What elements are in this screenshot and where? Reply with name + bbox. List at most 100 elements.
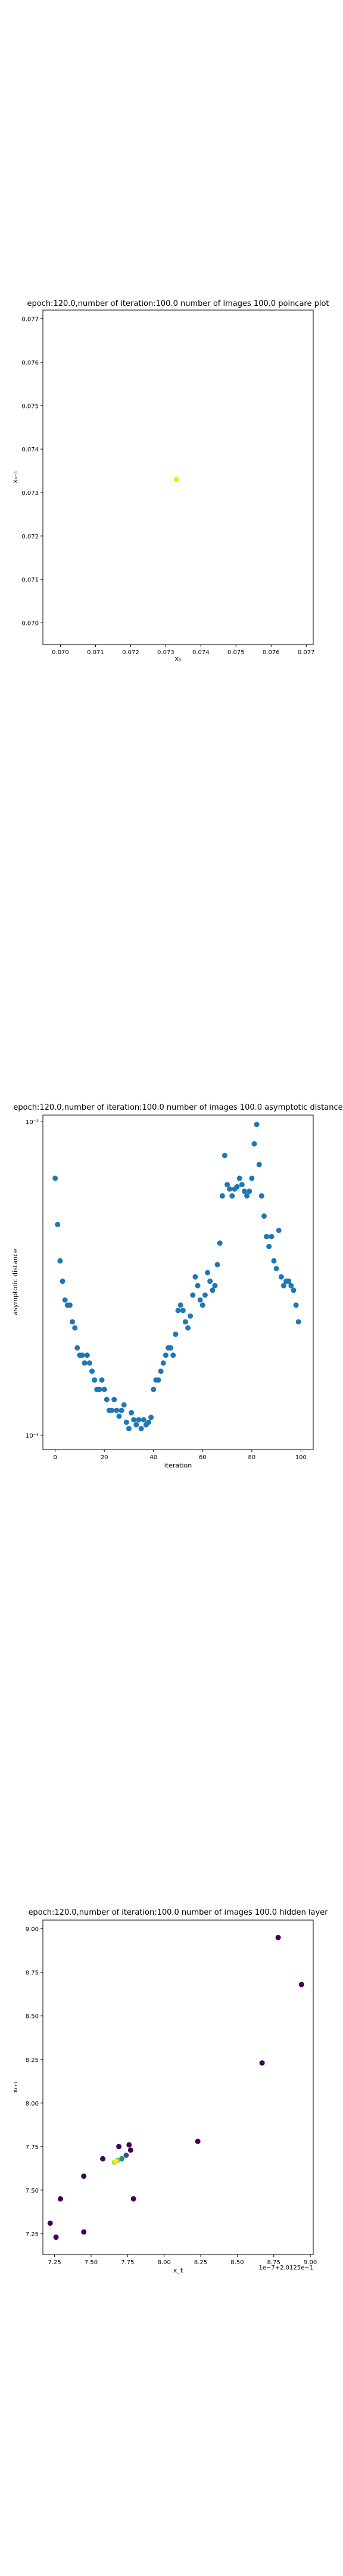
- y-ticks: 0.070 0.071 0.072 0.073 0.074 0.075 0.076 0.077: [21, 317, 43, 627]
- data-point: [229, 1193, 235, 1199]
- x-tick-label: 0.076: [263, 649, 280, 656]
- y-tick-label: 7.50: [26, 2188, 39, 2194]
- x-tick-label: 8.75: [267, 2259, 280, 2266]
- x-tick-label: 20: [101, 1454, 108, 1461]
- data-point: [53, 2234, 59, 2240]
- data-point: [254, 1122, 260, 1128]
- data-point: [185, 1325, 191, 1331]
- x-tick-label: 0.072: [122, 649, 139, 656]
- x-ticks: 0.070 0.071 0.072 0.073 0.074 0.075 0.076 0.077: [52, 645, 315, 656]
- data-point: [127, 2147, 133, 2153]
- y-tick-label: 0.071: [21, 577, 39, 584]
- data-point: [239, 1182, 245, 1188]
- data-point: [131, 1417, 137, 1423]
- data-point: [148, 1414, 154, 1420]
- x-tick-label: 7.25: [48, 2259, 61, 2266]
- data-point: [123, 1419, 129, 1425]
- data-point: [55, 1222, 61, 1228]
- data-point: [92, 1377, 98, 1383]
- data-point: [214, 1262, 220, 1268]
- data-point: [269, 1234, 275, 1240]
- x-tick-label: 40: [149, 1454, 157, 1461]
- data-point: [101, 1386, 107, 1392]
- data-point: [121, 1402, 127, 1408]
- y-tick-label: 10⁻²: [26, 1119, 39, 1126]
- data-point: [241, 1188, 247, 1194]
- data-point: [72, 1325, 78, 1331]
- data-point: [224, 1182, 230, 1188]
- chart-asymptotic-distance: epoch:120.0,number of iteration:100.0 nu…: [11, 1103, 343, 1469]
- y-tick-label: 0.073: [21, 490, 39, 497]
- y-tick-label: 0.070: [21, 621, 39, 627]
- data-point: [114, 1407, 120, 1413]
- y-tick-label: 8.75: [26, 1970, 39, 1977]
- y-tick-label: 7.25: [26, 2231, 39, 2238]
- data-point: [145, 1419, 151, 1425]
- data-point: [210, 1287, 216, 1293]
- data-point: [173, 1332, 179, 1337]
- data-point: [275, 1934, 281, 1940]
- x-tick-label: 0.073: [157, 649, 174, 656]
- y-tick-label: 0.072: [21, 534, 39, 540]
- x-tick-label: 9.00: [304, 2259, 317, 2266]
- x-tick-label: 60: [199, 1454, 207, 1461]
- data-point: [109, 1407, 115, 1413]
- data-point: [60, 1278, 66, 1284]
- data-point: [177, 1302, 183, 1308]
- x-tick-label: 0.070: [52, 649, 69, 656]
- plot-area: [42, 1919, 314, 2255]
- data-point: [100, 2156, 106, 2162]
- y-tick-label: 0.077: [21, 317, 39, 323]
- points: [52, 1122, 301, 1432]
- data-point: [123, 2152, 129, 2158]
- data-point: [219, 1193, 225, 1199]
- data-point: [293, 1302, 299, 1308]
- data-point: [258, 1193, 264, 1199]
- data-point: [158, 1368, 164, 1374]
- y-tick-label: 0.074: [21, 447, 39, 453]
- data-point: [160, 1360, 166, 1366]
- data-point: [119, 1407, 124, 1413]
- data-point: [82, 1360, 88, 1366]
- data-point: [251, 1141, 257, 1147]
- points: [47, 1934, 304, 2240]
- data-point: [116, 1413, 122, 1419]
- data-point: [155, 1377, 161, 1383]
- data-point: [57, 2196, 63, 2202]
- x-axis-label: xₙ: [175, 655, 182, 662]
- axis-offset-text: 1e−7+2.0125e−1: [258, 2265, 313, 2271]
- plot-frame: [42, 1919, 314, 2255]
- data-point: [212, 1283, 218, 1289]
- data-point: [180, 1308, 186, 1314]
- data-point: [62, 1297, 68, 1303]
- plot-frame: [42, 1114, 314, 1450]
- data-point: [89, 1368, 95, 1374]
- data-point: [286, 1278, 292, 1284]
- x-ticks: 7.25 7.50 7.75 8.00 8.25 8.50 8.75 9.00: [48, 2255, 317, 2266]
- data-point: [236, 1175, 242, 1181]
- data-point: [207, 1278, 213, 1284]
- data-point: [163, 1352, 169, 1358]
- data-point: [170, 1352, 176, 1358]
- data-point: [190, 1292, 196, 1298]
- x-tick-label: 0.071: [87, 649, 104, 656]
- y-tick-label: 8.50: [26, 2014, 39, 2020]
- data-point: [256, 1162, 262, 1168]
- data-point: [244, 1193, 250, 1199]
- chart-title: epoch:120.0,number of iteration:100.0 nu…: [13, 1103, 342, 1112]
- data-point: [271, 1258, 277, 1264]
- data-point: [261, 1213, 267, 1219]
- data-point: [104, 1397, 110, 1402]
- data-point: [222, 1153, 227, 1159]
- y-ticks: 7.25 7.50 7.75 8.00 8.25 8.50 8.75 9.00: [26, 1927, 43, 2238]
- x-tick-label: 100: [295, 1454, 307, 1461]
- y-tick-label: 8.00: [26, 2101, 39, 2107]
- x-tick-label: 7.75: [121, 2259, 134, 2266]
- data-point: [67, 1302, 73, 1308]
- y-axis-label: xₜ₊₁: [11, 2081, 19, 2093]
- data-point: [188, 1313, 194, 1319]
- chart-poincare: epoch:120.0,number of iteration:100.0 nu…: [11, 299, 329, 662]
- data-point: [151, 1386, 157, 1392]
- data-point: [99, 1377, 105, 1383]
